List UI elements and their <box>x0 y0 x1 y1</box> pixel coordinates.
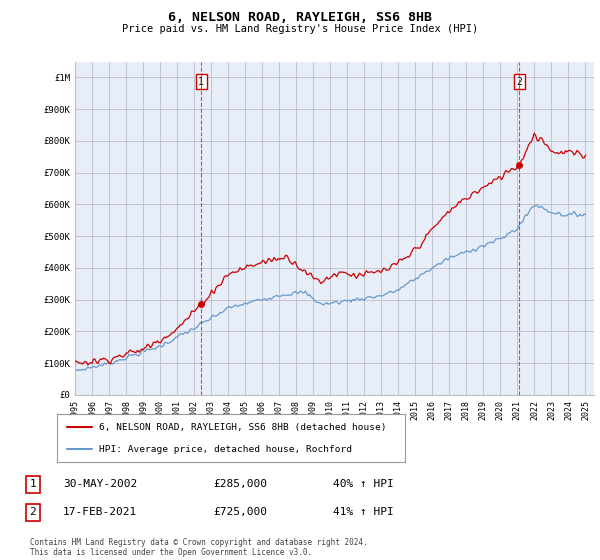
Text: 2: 2 <box>517 77 523 87</box>
Text: £725,000: £725,000 <box>213 507 267 517</box>
Text: 17-FEB-2021: 17-FEB-2021 <box>63 507 137 517</box>
Point <box>196 300 206 309</box>
Text: 1: 1 <box>29 479 37 489</box>
Point <box>515 160 524 169</box>
Text: Contains HM Land Registry data © Crown copyright and database right 2024.
This d: Contains HM Land Registry data © Crown c… <box>30 538 368 557</box>
Text: 41% ↑ HPI: 41% ↑ HPI <box>333 507 394 517</box>
Text: 6, NELSON ROAD, RAYLEIGH, SS6 8HB: 6, NELSON ROAD, RAYLEIGH, SS6 8HB <box>168 11 432 24</box>
Text: Price paid vs. HM Land Registry's House Price Index (HPI): Price paid vs. HM Land Registry's House … <box>122 24 478 34</box>
Text: HPI: Average price, detached house, Rochford: HPI: Average price, detached house, Roch… <box>99 445 352 454</box>
Text: 2: 2 <box>29 507 37 517</box>
Text: 30-MAY-2002: 30-MAY-2002 <box>63 479 137 489</box>
Text: £285,000: £285,000 <box>213 479 267 489</box>
Text: 1: 1 <box>199 77 204 87</box>
Text: 6, NELSON ROAD, RAYLEIGH, SS6 8HB (detached house): 6, NELSON ROAD, RAYLEIGH, SS6 8HB (detac… <box>99 423 386 432</box>
Text: 40% ↑ HPI: 40% ↑ HPI <box>333 479 394 489</box>
